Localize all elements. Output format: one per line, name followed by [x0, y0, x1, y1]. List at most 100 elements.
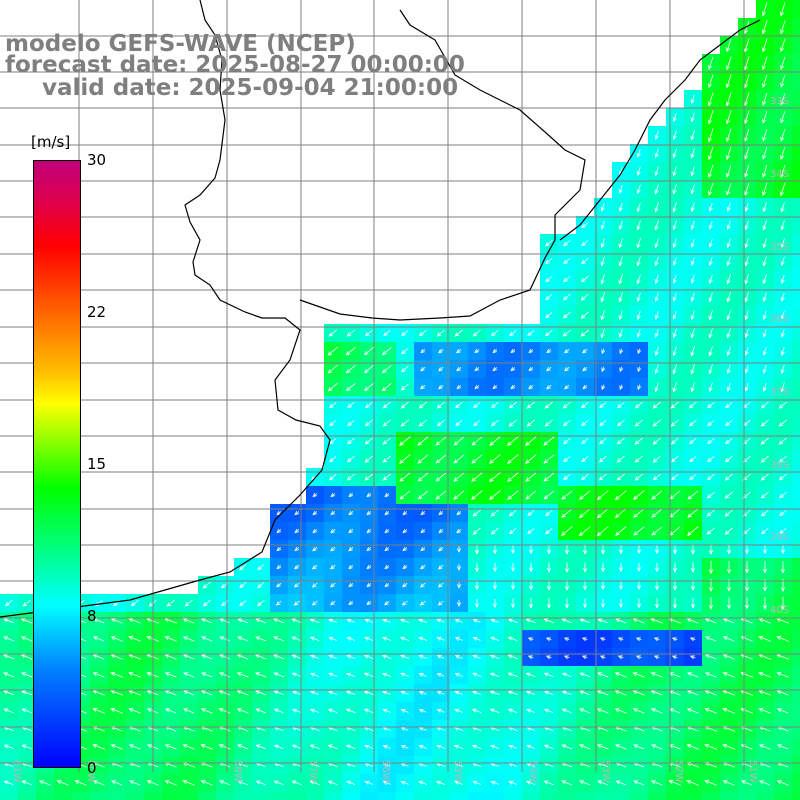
wind-arrow [128, 708, 141, 714]
wind-arrow [758, 780, 771, 786]
wind-arrow [417, 490, 428, 500]
wind-arrow [762, 544, 768, 555]
wind-arrow [762, 364, 767, 374]
wind-arrow [708, 597, 714, 610]
wind-arrow [726, 183, 732, 196]
wind-arrow [563, 655, 570, 660]
wind-speed-cell [558, 792, 577, 800]
wind-arrow [618, 598, 624, 609]
wind-arrow [364, 473, 374, 481]
wind-arrow [600, 562, 606, 573]
wind-arrow [110, 654, 123, 660]
wind-arrow [346, 437, 355, 445]
wind-arrow [744, 92, 750, 107]
wind-arrow [726, 238, 731, 249]
wind-arrow [510, 348, 516, 354]
wind-arrow [722, 744, 736, 750]
wind-arrow [164, 654, 177, 660]
wind-speed-cell [522, 792, 541, 800]
wind-arrow [347, 420, 355, 427]
wind-arrow [600, 274, 605, 285]
wind-arrow [632, 618, 645, 624]
wind-arrow [420, 384, 426, 390]
wind-speed-cell [792, 324, 800, 343]
wind-speed-cell [792, 72, 800, 91]
wind-arrow [255, 636, 267, 642]
colorbar-tick-0: 0 [87, 759, 97, 777]
wind-arrow [488, 472, 501, 482]
wind-arrow [528, 384, 534, 390]
wind-arrow [255, 780, 266, 786]
wind-arrow [726, 597, 732, 610]
wind-arrow [454, 401, 463, 409]
wind-arrow [384, 528, 390, 534]
wind-arrow [400, 419, 410, 427]
wind-arrow [292, 708, 302, 713]
wind-arrow [725, 74, 732, 89]
wind-arrow [417, 472, 429, 482]
wind-arrow [724, 527, 733, 535]
wind-arrow [546, 562, 552, 573]
wind-speed-cell [342, 792, 361, 800]
wind-arrow [382, 672, 392, 677]
wind-arrow [780, 182, 786, 197]
wind-arrow [276, 528, 282, 534]
wind-arrow [328, 636, 337, 641]
wind-arrow [454, 672, 463, 677]
wind-arrow [92, 780, 105, 786]
wind-arrow [128, 780, 141, 786]
wind-speed-cell [792, 180, 800, 199]
wind-arrow [311, 600, 318, 606]
wind-arrow [688, 437, 697, 445]
wind-arrow [309, 744, 320, 750]
wind-arrow [382, 437, 392, 445]
wind-arrow [690, 202, 695, 213]
wind-arrow [580, 329, 590, 337]
wind-speed-cell [774, 792, 793, 800]
wind-arrow [330, 510, 336, 516]
wind-arrow [563, 258, 571, 265]
wind-arrow [780, 202, 785, 213]
wind-speed-cell [108, 792, 127, 800]
wind-arrow [614, 490, 627, 501]
wind-speed-cell [792, 522, 800, 541]
wind-arrow [708, 256, 713, 266]
wind-arrow [601, 384, 606, 391]
wind-arrow [346, 455, 355, 463]
wind-arrow [346, 329, 355, 337]
wind-arrow [291, 672, 302, 678]
wind-arrow [744, 292, 749, 303]
wind-speed-cell [792, 108, 800, 127]
wind-arrow [654, 346, 659, 356]
wind-arrow [400, 654, 410, 659]
wind-arrow [579, 672, 590, 678]
wind-arrow [599, 420, 607, 427]
wind-arrow [615, 780, 626, 786]
wind-arrow [402, 564, 408, 570]
wind-arrow [4, 599, 13, 607]
wind-arrow [399, 490, 411, 500]
wind-arrow [166, 599, 176, 607]
wind-arrow [580, 275, 589, 283]
wind-arrow [275, 600, 282, 606]
wind-arrow [345, 364, 356, 374]
colorbar-tick-8: 8 [87, 607, 97, 625]
wind-arrow [708, 146, 714, 161]
wind-arrow [201, 618, 213, 624]
wind-arrow [780, 596, 786, 611]
wind-arrow [634, 437, 644, 445]
wind-arrow [453, 454, 465, 464]
wind-speed-cell [792, 738, 800, 757]
wind-arrow [507, 690, 518, 696]
wind-speed-cell [792, 360, 800, 379]
wind-arrow [456, 528, 462, 534]
wind-speed-cell [792, 630, 800, 649]
wind-arrow [600, 544, 606, 555]
wind-arrow [474, 580, 480, 591]
wind-arrow [619, 366, 624, 373]
wind-arrow [600, 310, 605, 321]
wind-arrow [472, 618, 481, 623]
wind-arrow [273, 654, 285, 660]
wind-arrow [528, 544, 534, 555]
wind-arrow [543, 490, 554, 500]
